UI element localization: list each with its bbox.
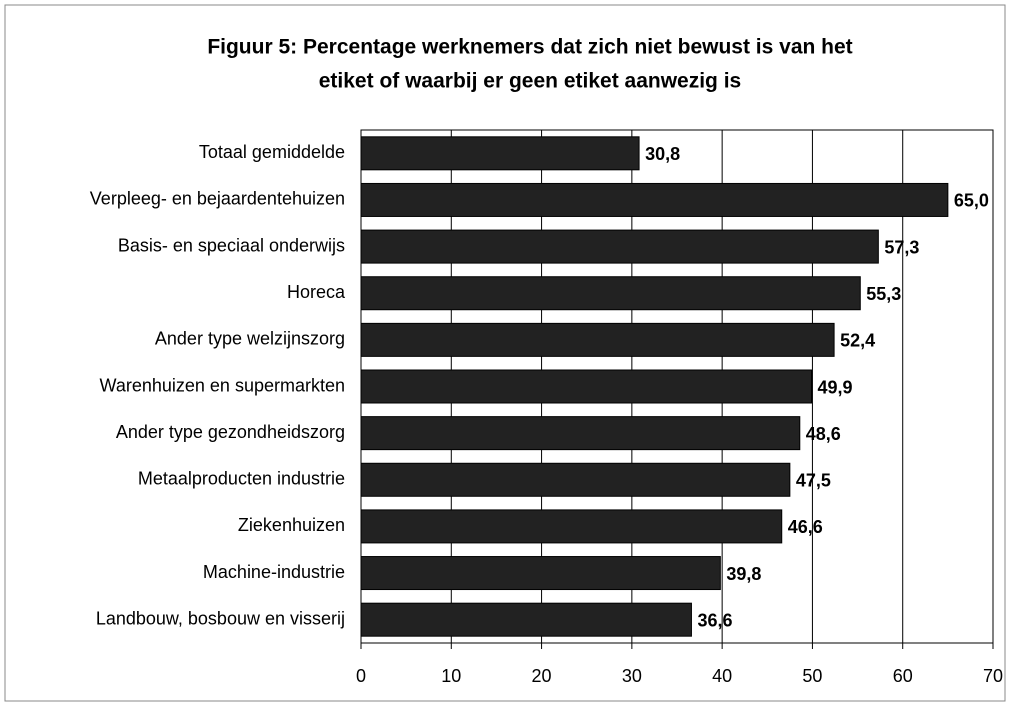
value-label: 57,3 (884, 237, 919, 257)
y-tick-label: Basis- en speciaal onderwijs (118, 235, 345, 255)
x-tick-label: 40 (712, 666, 732, 686)
y-tick-label: Metaalproducten industrie (138, 469, 345, 489)
value-label: 49,9 (818, 377, 853, 397)
value-label: 39,8 (726, 564, 761, 584)
x-tick-label: 60 (893, 666, 913, 686)
y-tick-label: Landbouw, bosbouw en visserij (96, 608, 345, 628)
y-tick-label: Ander type gezondheidszorg (116, 422, 345, 442)
value-label: 65,0 (954, 191, 989, 211)
y-tick-label: Totaal gemiddelde (199, 142, 345, 162)
bar (360, 229, 879, 264)
y-tick-label: Horeca (287, 282, 346, 302)
bar (360, 322, 835, 357)
x-tick-label: 20 (532, 666, 552, 686)
value-label: 36,6 (697, 610, 732, 630)
bar (360, 136, 640, 171)
bar (360, 462, 791, 497)
x-tick-label: 50 (802, 666, 822, 686)
y-tick-label: Verpleeg- en bejaardentehuizen (90, 189, 345, 209)
y-tick-label: Ziekenhuizen (238, 515, 345, 535)
chart-title: Figuur 5: Percentage werknemers dat zich… (207, 36, 852, 59)
y-tick-label: Ander type welzijnszorg (155, 329, 345, 349)
value-label: 46,6 (788, 517, 823, 537)
value-label: 47,5 (796, 471, 831, 491)
bar (360, 276, 861, 311)
bar (360, 416, 801, 451)
bar (360, 556, 721, 591)
x-tick-label: 70 (983, 666, 1003, 686)
x-tick-label: 30 (622, 666, 642, 686)
bar (360, 369, 813, 404)
value-label: 48,6 (806, 424, 841, 444)
value-label: 30,8 (645, 144, 680, 164)
value-label: 55,3 (866, 284, 901, 304)
bar (360, 509, 783, 544)
value-label: 52,4 (840, 331, 875, 351)
y-tick-label: Warenhuizen en supermarkten (100, 375, 345, 395)
bar (360, 182, 949, 217)
chart-title: etiket of waarbij er geen etiket aanwezi… (319, 70, 741, 93)
x-tick-label: 10 (441, 666, 461, 686)
y-tick-label: Machine-industrie (203, 562, 345, 582)
bar (360, 602, 692, 637)
x-tick-label: 0 (356, 666, 366, 686)
